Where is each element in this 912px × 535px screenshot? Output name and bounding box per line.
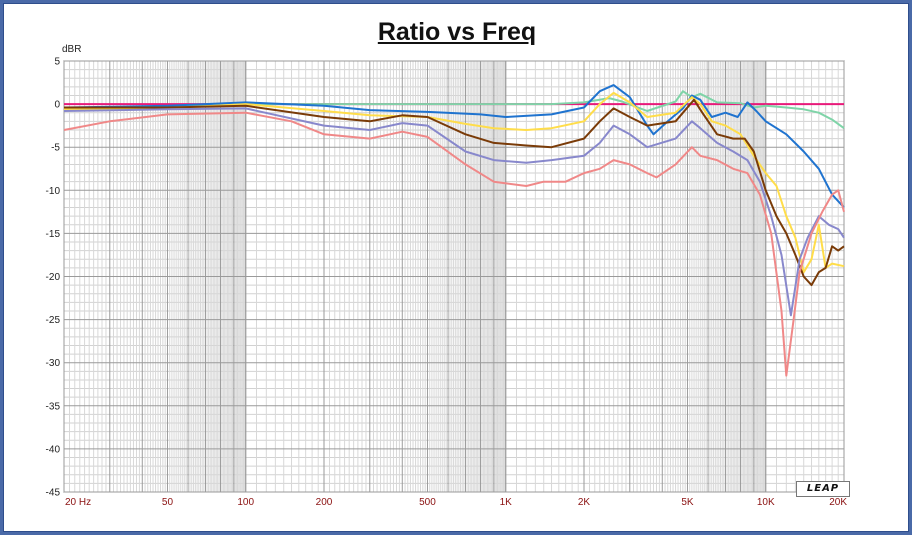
chart-frame: Ratio vs Freq 5 0 -5 -10 -15 -20 -25 -30 -35 -40-…	[3, 3, 909, 532]
y-tick-label: -15	[46, 229, 61, 240]
y-tick-label: -5	[51, 143, 60, 154]
series-line-5	[64, 98, 845, 287]
y-axis-label: dBR	[62, 44, 81, 55]
x-tick-label: 1K	[500, 497, 513, 508]
x-tick-label: 500	[419, 497, 436, 508]
x-tick-label: 200	[316, 497, 333, 508]
series-line-2	[63, 90, 845, 130]
series-line-3	[63, 84, 845, 209]
chart-title: Ratio vs Freq	[377, 18, 537, 46]
y-tick-label: 5	[54, 57, 60, 68]
series-line-7	[63, 111, 845, 377]
chart-svg: 50-5-10-15-20-25-30-35-40-45 20 Hz 50 100 2…	[46, 44, 848, 508]
y-tick-label: -35	[46, 401, 61, 412]
x-tick-label: 2K	[578, 497, 591, 508]
series-line-6	[63, 107, 845, 317]
y-tick-label: -20	[46, 272, 61, 283]
y-tick-label: -25	[46, 315, 61, 326]
y-tick-label: -10	[46, 186, 61, 197]
x-tick-labels: 20 Hz 50 100 200 500 1K 2K 5K 10K 20K	[65, 497, 847, 508]
y-tick-label: -30	[46, 358, 61, 369]
x-tick-label: 100	[237, 497, 254, 508]
y-tick-label: -40	[46, 444, 61, 455]
x-tick-label: 5K	[681, 497, 694, 508]
y-tick-labels: 5 0 -5 -10 -15 -20 -25 -30 -35 -40 -45	[46, 57, 61, 499]
series-layer	[63, 84, 845, 377]
leap-logo: LEAP	[796, 481, 850, 497]
y-tick-label: -45	[46, 488, 61, 499]
x-tick-label: 10K	[757, 497, 775, 508]
x-tick-label: 50	[162, 497, 174, 508]
x-tick-label: 20K	[829, 497, 847, 508]
y-tick-label: 0	[54, 100, 60, 111]
x-tick-label: 20 Hz	[65, 497, 91, 508]
